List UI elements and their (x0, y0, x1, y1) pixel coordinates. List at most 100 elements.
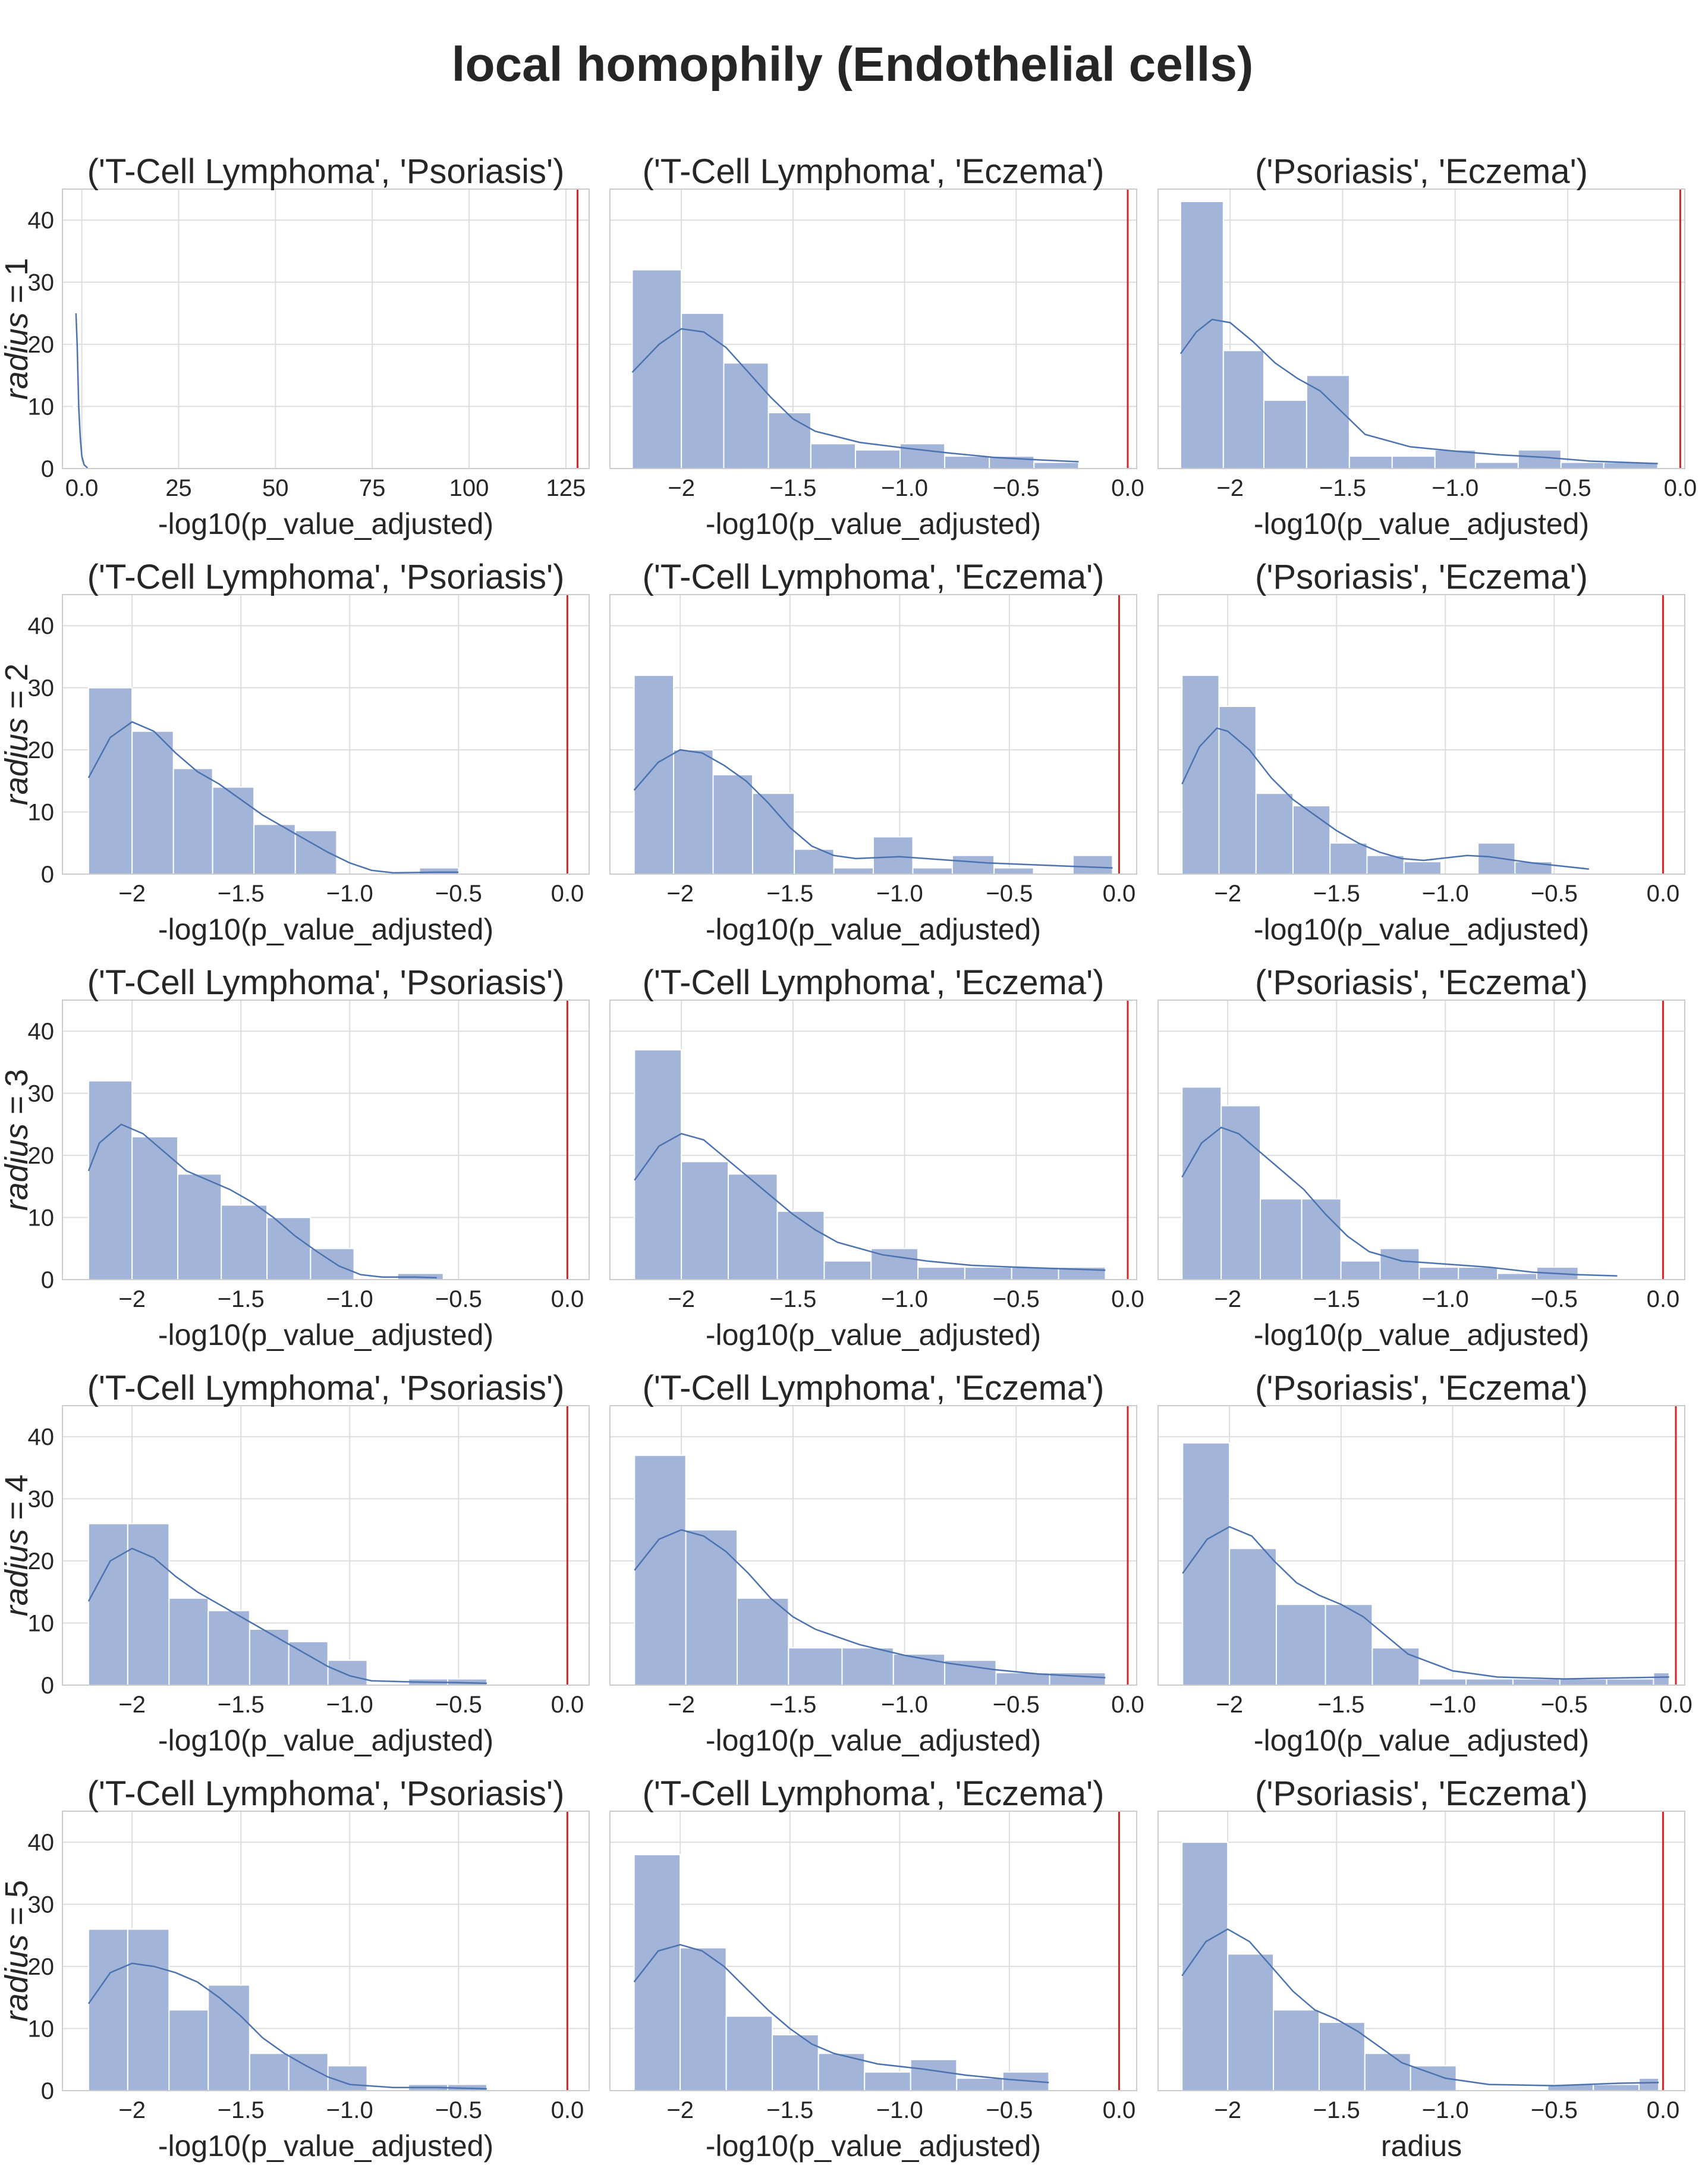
plot-frame (1157, 188, 1685, 469)
subplot-title: ('T-Cell Lymphoma', 'Psoriasis') (87, 1774, 565, 1813)
histogram-bar (1517, 449, 1562, 470)
x-axis-label: -log10(p_value_adjusted) (1254, 507, 1589, 540)
subplot-title: ('Psoriasis', 'Eczema') (1255, 558, 1588, 596)
kde-curve (1179, 318, 1658, 464)
histogram-bar (736, 1597, 789, 1686)
x-tick-label: 0.0 (1647, 1286, 1680, 1312)
y-tick-label: 10 (28, 1205, 55, 1231)
y-tick-label: 0 (41, 2078, 54, 2104)
subplot-title: ('T-Cell Lymphoma', 'Psoriasis') (87, 558, 565, 596)
y-axis-label-value: = 5 (0, 1880, 34, 1935)
subplot-title: ('T-Cell Lymphoma', 'Eczema') (643, 1774, 1105, 1813)
histogram-bar (1229, 1548, 1277, 1686)
x-tick-label: −1.0 (326, 2097, 373, 2123)
histogram-bar (1512, 1678, 1561, 1686)
y-tick-label: 40 (28, 613, 55, 639)
histogram-bar (685, 1529, 738, 1686)
histogram-bar (1593, 2084, 1640, 2092)
y-axis-label-value: = 2 (0, 664, 34, 718)
kde-curve (87, 1547, 487, 1685)
subplot-r4c3: ('Psoriasis', 'Eczema') −2 −1.5 −1.0 −0.5 0.0… (1157, 1369, 1693, 1757)
histogram-bar (634, 1454, 687, 1686)
x-axis-label: -log10(p_value_adjusted) (158, 913, 493, 946)
histogram-bar (1260, 1198, 1303, 1280)
histogram-bar (1072, 854, 1113, 875)
x-tick-label: −1.5 (218, 1286, 265, 1312)
x-tick-label: −1.0 (1422, 2097, 1469, 2123)
subplot-title: ('T-Cell Lymphoma', 'Psoriasis') (87, 963, 565, 1002)
x-tick-label: −1.5 (766, 2097, 813, 2123)
subplot-r4c2: ('T-Cell Lymphoma', 'Eczema') −2 −1.5 −1.0 −… (609, 1369, 1144, 1757)
subplot-title: ('Psoriasis', 'Eczema') (1255, 152, 1588, 191)
x-tick-label: −2 (1216, 1692, 1243, 1718)
x-tick-label: −1.5 (218, 881, 265, 907)
x-axis-label: -log10(p_value_adjusted) (158, 1318, 493, 1352)
x-tick-label: −1.0 (876, 2097, 923, 2123)
x-tick-label: −1.5 (769, 1692, 816, 1718)
subplot-r5c3: ('Psoriasis', 'Eczema') −2 −1.5 −1.0 −0.5 0.0… (1157, 1774, 1685, 2163)
x-tick-label: −2 (1214, 2097, 1241, 2123)
histogram-bar (207, 1984, 250, 2091)
histogram-bar (864, 2071, 911, 2092)
x-axis-label: -log10(p_value_adjusted) (706, 1318, 1041, 1352)
histogram-bar (751, 793, 795, 875)
histogram-bar (1340, 1260, 1381, 1281)
histogram-bar (1222, 350, 1264, 469)
histogram-bar (1263, 400, 1307, 469)
histogram-bar (823, 1260, 872, 1281)
x-tick-label: 0.0 (1647, 881, 1680, 907)
y-axis-label-variable: radius (0, 312, 34, 400)
y-axis-label-variable: radius (0, 1934, 34, 2022)
histogram-bar (1033, 461, 1080, 469)
subplot-title: ('T-Cell Lymphoma', 'Eczema') (643, 963, 1105, 1002)
subplot-r5c2: ('T-Cell Lymphoma', 'Eczema') −2 −1.5 −1.0 −… (609, 1774, 1137, 2163)
histogram-bar (899, 443, 946, 470)
kde-curve (1181, 727, 1590, 870)
subplot-title: ('Psoriasis', 'Eczema') (1255, 1774, 1588, 1813)
plot-area (62, 189, 589, 469)
x-tick-label: 0.0 (1111, 1286, 1144, 1312)
histogram-bar (912, 867, 953, 875)
x-tick-label: −0.5 (986, 881, 1033, 907)
histogram-bar (680, 1947, 727, 2092)
plot-frame (609, 594, 1137, 875)
subplot-title: ('T-Cell Lymphoma', 'Eczema') (643, 152, 1105, 191)
plot-frame (1157, 1811, 1685, 2091)
kde-curve (1181, 1928, 1659, 2086)
x-tick-label: 0.0 (551, 2097, 584, 2123)
histogram-bar (1306, 375, 1350, 469)
kde-curve (87, 1962, 487, 2090)
subplot-title: ('Psoriasis', 'Eczema') (1255, 963, 1588, 1002)
histogram-bar (727, 1173, 778, 1281)
x-tick-label: 25 (165, 475, 192, 501)
y-tick-label: 20 (28, 1143, 55, 1169)
x-tick-label: 125 (546, 475, 586, 501)
x-tick-label: −2 (668, 1692, 695, 1718)
subplot-r1c1: ('T-Cell Lymphoma', 'Psoriasis') 0.0 25 50 7… (0, 152, 590, 540)
subplot-r3c3: ('Psoriasis', 'Eczema') −2 −1.5 −1.0 −0.5 0.0… (1157, 963, 1685, 1352)
y-tick-label: 10 (28, 800, 55, 826)
figure-title: local homophily (Endothelial cells) (451, 37, 1254, 92)
histogram-bar (776, 1211, 825, 1280)
y-tick-label: 40 (28, 1424, 55, 1450)
kde-curve (634, 1133, 1106, 1271)
x-tick-label: −0.5 (1541, 1692, 1588, 1718)
histogram-bar (87, 1080, 133, 1281)
histogram-bar (1348, 455, 1393, 469)
x-tick-label: 0.0 (1664, 475, 1697, 501)
histogram-bar (1329, 842, 1368, 875)
histogram-bar (1477, 842, 1516, 875)
y-tick-label: 0 (41, 1267, 54, 1293)
histogram-bar (1273, 2009, 1320, 2091)
y-axis-label: radius = 1 (0, 258, 34, 400)
x-axis-label: -log10(p_value_adjusted) (706, 507, 1041, 540)
histogram-bar (810, 443, 856, 470)
y-tick-label: 30 (28, 270, 55, 296)
x-axis-label: -log10(p_value_adjusted) (706, 1724, 1041, 1757)
y-tick-label: 0 (41, 456, 54, 482)
histogram-bar (248, 1629, 290, 1686)
x-tick-label: −0.5 (1544, 475, 1591, 501)
x-tick-label: −0.5 (435, 881, 482, 907)
histogram-bar (177, 1173, 222, 1281)
histogram-bar (1292, 805, 1331, 875)
